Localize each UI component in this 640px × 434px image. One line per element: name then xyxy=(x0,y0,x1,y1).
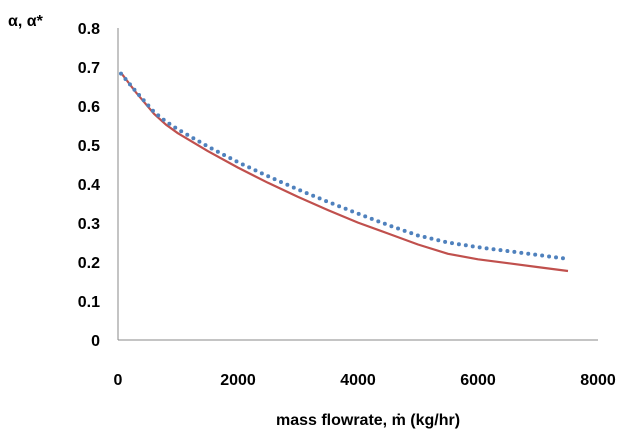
y-tick-label: 0.8 xyxy=(78,21,100,38)
y-tick-label: 0.3 xyxy=(78,216,100,233)
series-solid-line xyxy=(120,72,569,273)
y-tick-label: 0.6 xyxy=(78,99,100,116)
axes xyxy=(117,28,598,341)
y-tick-label: 0 xyxy=(91,333,100,350)
y-tick-label: 0.5 xyxy=(78,138,100,155)
series-layer xyxy=(119,71,570,273)
x-tick-label: 6000 xyxy=(460,372,496,389)
y-tick-label: 0.1 xyxy=(78,294,100,311)
series-dotted-line xyxy=(119,71,570,261)
y-tick-label: 0.4 xyxy=(78,177,100,194)
x-tick-label: 0 xyxy=(114,372,123,389)
x-tick-label: 2000 xyxy=(220,372,256,389)
y-tick-labels: 0 0.1 0.2 0.3 0.4 0.5 0.6 0.7 0.8 xyxy=(78,21,100,350)
y-axis-title: α, α* xyxy=(8,13,44,30)
x-tick-label: 8000 xyxy=(580,372,616,389)
x-tick-labels: 0 2000 4000 6000 8000 xyxy=(114,372,616,389)
y-tick-label: 0.2 xyxy=(78,255,100,272)
x-axis-title: mass flowrate, ṁ (kg/hr) xyxy=(276,412,460,429)
y-tick-label: 0.7 xyxy=(78,60,100,77)
x-tick-label: 4000 xyxy=(340,372,376,389)
